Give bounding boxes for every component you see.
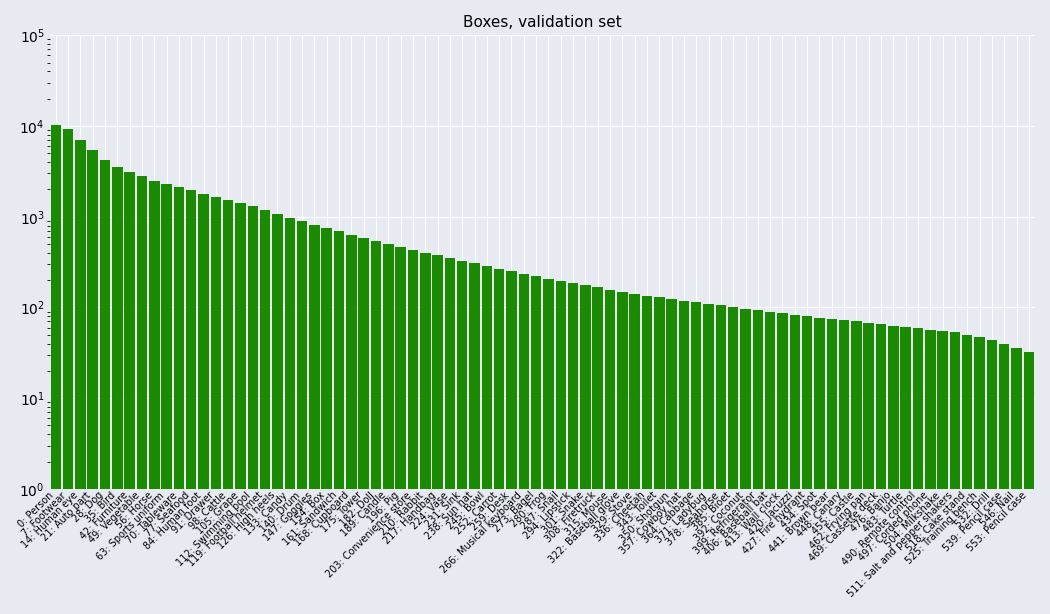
Bar: [999, 343, 1009, 614]
Bar: [555, 281, 566, 614]
Bar: [642, 295, 652, 614]
Bar: [839, 321, 849, 614]
Bar: [678, 301, 689, 614]
Bar: [974, 337, 985, 614]
Bar: [162, 184, 172, 614]
Bar: [568, 283, 579, 614]
Bar: [753, 310, 763, 614]
Bar: [272, 214, 282, 614]
Bar: [198, 193, 209, 614]
Bar: [826, 319, 837, 614]
Bar: [581, 286, 591, 614]
Bar: [949, 332, 960, 614]
Bar: [912, 328, 923, 614]
Bar: [654, 297, 665, 614]
Title: Boxes, validation set: Boxes, validation set: [463, 15, 622, 30]
Bar: [50, 125, 61, 614]
Bar: [691, 302, 701, 614]
Bar: [629, 293, 639, 614]
Bar: [285, 217, 295, 614]
Bar: [63, 130, 74, 614]
Bar: [888, 325, 899, 614]
Bar: [962, 335, 972, 614]
Bar: [1011, 348, 1022, 614]
Bar: [901, 327, 911, 614]
Bar: [407, 250, 418, 614]
Bar: [876, 324, 886, 614]
Bar: [1024, 352, 1034, 614]
Bar: [506, 271, 517, 614]
Bar: [938, 331, 948, 614]
Bar: [494, 269, 504, 614]
Bar: [790, 315, 800, 614]
Bar: [223, 200, 233, 614]
Bar: [334, 231, 344, 614]
Bar: [716, 306, 727, 614]
Bar: [420, 253, 430, 614]
Bar: [87, 150, 98, 614]
Bar: [186, 190, 196, 614]
Bar: [987, 340, 998, 614]
Bar: [297, 221, 308, 614]
Bar: [136, 176, 147, 614]
Bar: [346, 235, 357, 614]
Bar: [519, 274, 529, 614]
Bar: [445, 258, 455, 614]
Bar: [124, 172, 134, 614]
Bar: [814, 317, 824, 614]
Bar: [728, 307, 738, 614]
Bar: [396, 247, 406, 614]
Bar: [371, 241, 381, 614]
Bar: [765, 311, 775, 614]
Bar: [309, 225, 319, 614]
Bar: [863, 323, 874, 614]
Bar: [605, 290, 615, 614]
Bar: [740, 309, 751, 614]
Bar: [852, 322, 862, 614]
Bar: [482, 266, 492, 614]
Bar: [667, 299, 677, 614]
Bar: [704, 304, 714, 614]
Bar: [76, 140, 86, 614]
Bar: [433, 255, 443, 614]
Bar: [802, 316, 813, 614]
Bar: [469, 263, 480, 614]
Bar: [100, 160, 110, 614]
Bar: [235, 203, 246, 614]
Bar: [383, 244, 394, 614]
Bar: [592, 287, 603, 614]
Bar: [248, 206, 258, 614]
Bar: [211, 197, 222, 614]
Bar: [112, 168, 123, 614]
Bar: [260, 210, 271, 614]
Bar: [925, 330, 936, 614]
Bar: [543, 279, 553, 614]
Bar: [149, 181, 160, 614]
Bar: [531, 276, 542, 614]
Bar: [777, 313, 788, 614]
Bar: [358, 238, 369, 614]
Bar: [457, 261, 467, 614]
Bar: [321, 228, 332, 614]
Bar: [173, 187, 184, 614]
Bar: [617, 292, 628, 614]
